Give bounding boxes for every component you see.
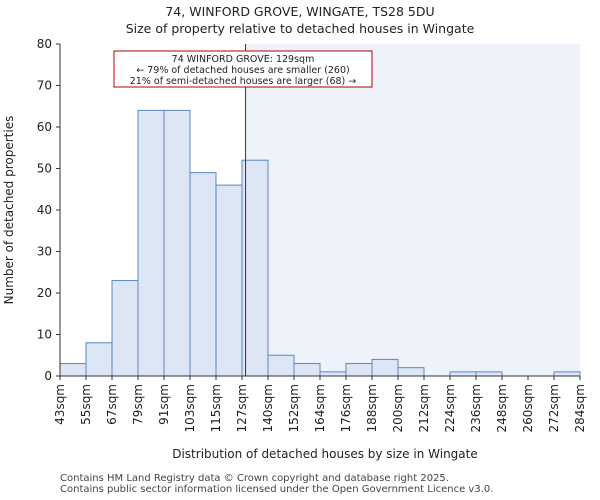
bar-43sqm [59, 363, 87, 377]
x-tick-label: 140sqm [261, 384, 275, 432]
chart-title: 74, WINFORD GROVE, WINGATE, TS28 5DU [165, 4, 435, 19]
bar-176sqm [345, 363, 373, 377]
footer-line-1: Contains HM Land Registry data © Crown c… [60, 473, 449, 484]
bar-164sqm [319, 371, 347, 377]
y-axis-label: Number of detached properties [2, 116, 16, 305]
bar-188sqm [371, 358, 399, 377]
bar-140sqm [267, 354, 295, 377]
y-tick-label: 40 [37, 203, 52, 217]
x-tick-label: 152sqm [287, 384, 301, 432]
axes-layer: 0 10 20 30 40 50 60 70 80 43sqm 55sqm 67sqm 79sqm 91s… [2, 37, 587, 461]
bar-91sqm [163, 109, 191, 377]
x-tick-label: 284sqm [573, 384, 587, 432]
x-axis-label: Distribution of detached houses by size … [172, 447, 478, 461]
bar-55sqm [85, 342, 113, 377]
y-tick-label: 70 [37, 79, 52, 93]
footer-line-2: Contains public sector information licen… [60, 484, 494, 495]
y-tick-label: 50 [37, 162, 52, 176]
bar-67sqm [111, 280, 139, 377]
highlight-region-layer [245, 44, 580, 376]
bar-152sqm [293, 363, 321, 377]
y-tick-label: 20 [37, 286, 52, 300]
bar-79sqm [137, 109, 165, 377]
annotation-line-1: 74 WINFORD GROVE: 129sqm [172, 54, 315, 65]
y-tick-label: 10 [37, 328, 52, 342]
annotation-box [113, 50, 373, 88]
highlight-region [245, 44, 580, 376]
bar-200sqm [397, 367, 425, 377]
x-tick-label: 91sqm [157, 384, 171, 425]
x-tick-label: 236sqm [469, 384, 483, 432]
y-tick-label: 80 [37, 37, 52, 51]
chart-subtitle: Size of property relative to detached ho… [125, 21, 475, 36]
x-tick-label: 79sqm [131, 384, 145, 425]
x-tick-label: 248sqm [495, 384, 509, 432]
annotation-line-2: ← 79% of detached houses are smaller (26… [136, 65, 349, 76]
bar-236sqm [475, 371, 503, 377]
x-tick-label: 43sqm [53, 384, 67, 425]
bar-115sqm [215, 184, 243, 377]
x-tick-label: 272sqm [547, 384, 561, 432]
y-tick-label: 60 [37, 120, 52, 134]
y-tick-label: 0 [44, 369, 52, 383]
x-tick-label: 188sqm [365, 384, 379, 432]
bar-224sqm [449, 371, 477, 377]
x-tick-label: 103sqm [183, 384, 197, 432]
x-tick-label: 115sqm [209, 384, 223, 432]
bar-272sqm [553, 371, 581, 377]
x-tick-label: 200sqm [391, 384, 405, 432]
annotation-line-3: 21% of semi-detached houses are larger (… [130, 76, 357, 87]
x-tick-label: 127sqm [235, 384, 249, 432]
bar-103sqm [189, 172, 217, 377]
x-tick-label: 164sqm [313, 384, 327, 432]
x-tick-label: 260sqm [521, 384, 535, 432]
y-tick-label: 30 [37, 245, 52, 259]
marker-layer: 74 WINFORD GROVE: 129sqm← 79% of detache… [113, 44, 373, 376]
x-tick-label: 176sqm [339, 384, 353, 432]
x-tick-label: 55sqm [79, 384, 93, 425]
x-tick-label: 224sqm [443, 384, 457, 432]
bars-layer [59, 109, 581, 377]
x-tick-label: 67sqm [105, 384, 119, 425]
x-tick-label: 212sqm [417, 384, 431, 432]
